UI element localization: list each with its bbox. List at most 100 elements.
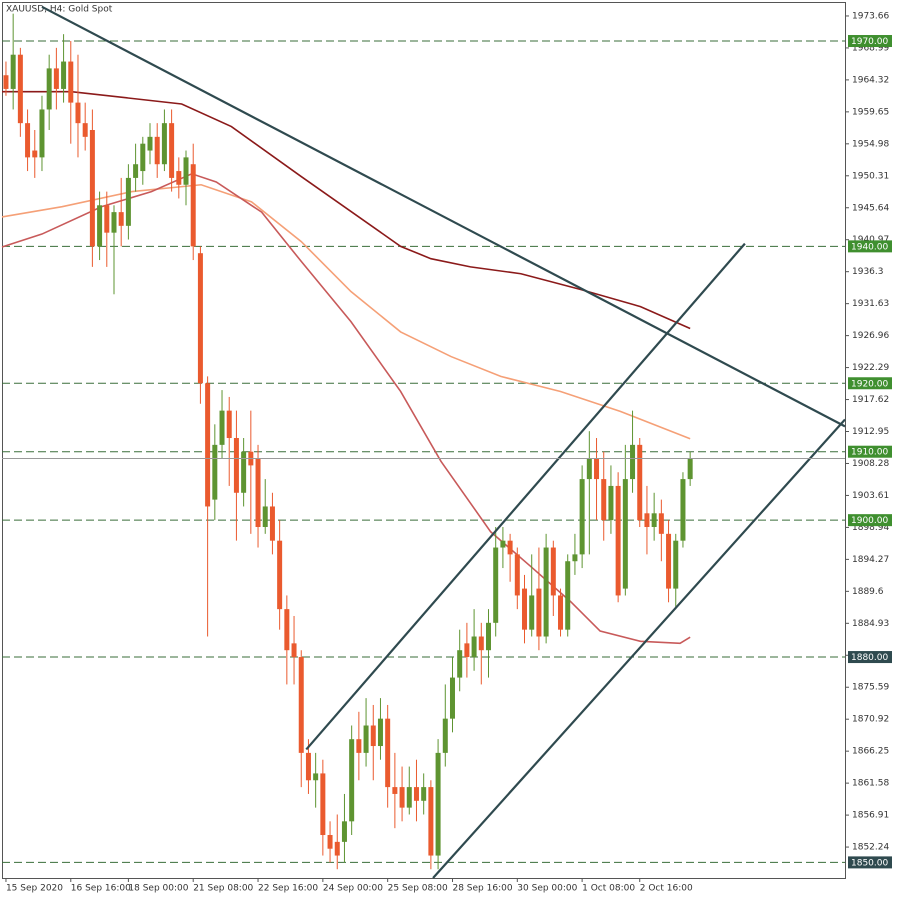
candle-body [3, 75, 9, 89]
candle-body [341, 821, 347, 842]
candle-body [449, 677, 455, 719]
y-tick-label: 1856.91 [852, 811, 889, 821]
candle-body [97, 205, 103, 247]
y-tick-label: 1908.28 [852, 459, 889, 469]
candle-body [104, 205, 110, 233]
candle-body [442, 718, 448, 753]
y-tick-label: 1922.29 [852, 363, 889, 373]
candle-body [651, 513, 657, 527]
candle-body [529, 595, 535, 630]
level-label: 1910.00 [851, 448, 888, 458]
candle-body [413, 787, 419, 801]
candle-body [406, 787, 412, 808]
candle-body [118, 212, 124, 226]
candle-body [161, 123, 167, 165]
candle-body [399, 787, 405, 808]
candle-body [298, 657, 304, 753]
candle-body [46, 68, 52, 110]
trendline [432, 418, 846, 879]
candle-body [154, 136, 160, 165]
plot-frame [2, 2, 846, 879]
candle-body [673, 540, 679, 589]
level-label: 1850.00 [851, 858, 888, 868]
candle-body [377, 718, 383, 747]
candle-body [176, 171, 182, 185]
candle-body [349, 739, 355, 822]
candle-body [32, 150, 38, 158]
candle-body [586, 458, 592, 480]
candle-body [514, 554, 520, 596]
x-tick-label: 18 Sep 00:00 [128, 884, 188, 894]
x-tick-label: 16 Sep 16:00 [71, 884, 131, 894]
candle-body [205, 383, 211, 507]
candle-body [327, 835, 333, 849]
candle-body [385, 718, 391, 788]
y-tick-label: 1870.92 [852, 715, 889, 725]
candle-body [111, 212, 117, 233]
candle-body [485, 622, 491, 651]
y-tick-label: 1931.63 [852, 299, 889, 309]
level-label-box [848, 651, 892, 664]
y-tick-label: 1964.32 [852, 75, 889, 85]
candle-body [212, 444, 218, 500]
level-label-box [848, 35, 892, 48]
level-label-box [848, 514, 892, 527]
y-tick-label: 1912.95 [852, 427, 889, 437]
candle-body [334, 841, 340, 856]
candle-body [507, 540, 513, 555]
candle-body [428, 787, 434, 856]
y-tick-label: 1894.27 [852, 555, 889, 565]
level-label-box [848, 240, 892, 253]
candle-body [637, 444, 643, 521]
moving-average [1, 183, 691, 440]
candle-body [197, 253, 203, 384]
candle-body [392, 787, 398, 794]
candle-body [370, 725, 376, 747]
candle-body [421, 787, 427, 801]
candle-body [572, 554, 578, 562]
candle-body [320, 773, 326, 836]
candle-body [305, 752, 311, 781]
y-tick-label: 1950.31 [852, 171, 889, 181]
candle-body [219, 410, 225, 445]
y-tick-label: 1917.62 [852, 395, 889, 405]
candle-body [313, 773, 319, 781]
chart-title: XAUUSD, H4: Gold Spot [6, 5, 113, 15]
candle-body [550, 547, 556, 596]
x-tick-label: 30 Sep 00:00 [517, 884, 577, 894]
candle-body [241, 451, 247, 493]
candle-body [630, 444, 636, 480]
moving-average [1, 172, 691, 645]
candle-body [493, 547, 499, 623]
y-tick-label: 1898.94 [852, 523, 889, 533]
candle-body [622, 479, 628, 589]
candle-body [133, 164, 139, 178]
y-tick-label: 1889.6 [852, 587, 884, 597]
candle-body [536, 588, 542, 637]
y-tick-label: 1875.59 [852, 683, 889, 693]
y-tick-label: 1940.97 [852, 235, 889, 245]
candle-body [500, 540, 506, 548]
candle-body [579, 479, 585, 555]
candle-body [291, 643, 297, 658]
candle-body [687, 458, 693, 480]
candle-body [262, 506, 268, 527]
candle-body [356, 739, 362, 753]
candle-body [543, 547, 549, 637]
candle-body [183, 157, 189, 185]
candle-body [10, 54, 16, 89]
candle-body [608, 485, 614, 521]
candle-body [190, 164, 196, 247]
x-tick-label: 25 Sep 08:00 [388, 884, 448, 894]
y-tick-label: 1926.96 [852, 331, 889, 341]
level-label-box [848, 377, 892, 390]
y-tick-label: 1973.66 [852, 11, 889, 21]
y-tick-label: 1959.65 [852, 107, 889, 117]
candle-body [255, 458, 261, 527]
y-tick-label: 1852.24 [852, 843, 889, 853]
candle-body [277, 540, 283, 610]
y-tick-label: 1903.61 [852, 491, 889, 501]
candle-body [61, 61, 67, 89]
candle-body [75, 102, 81, 124]
